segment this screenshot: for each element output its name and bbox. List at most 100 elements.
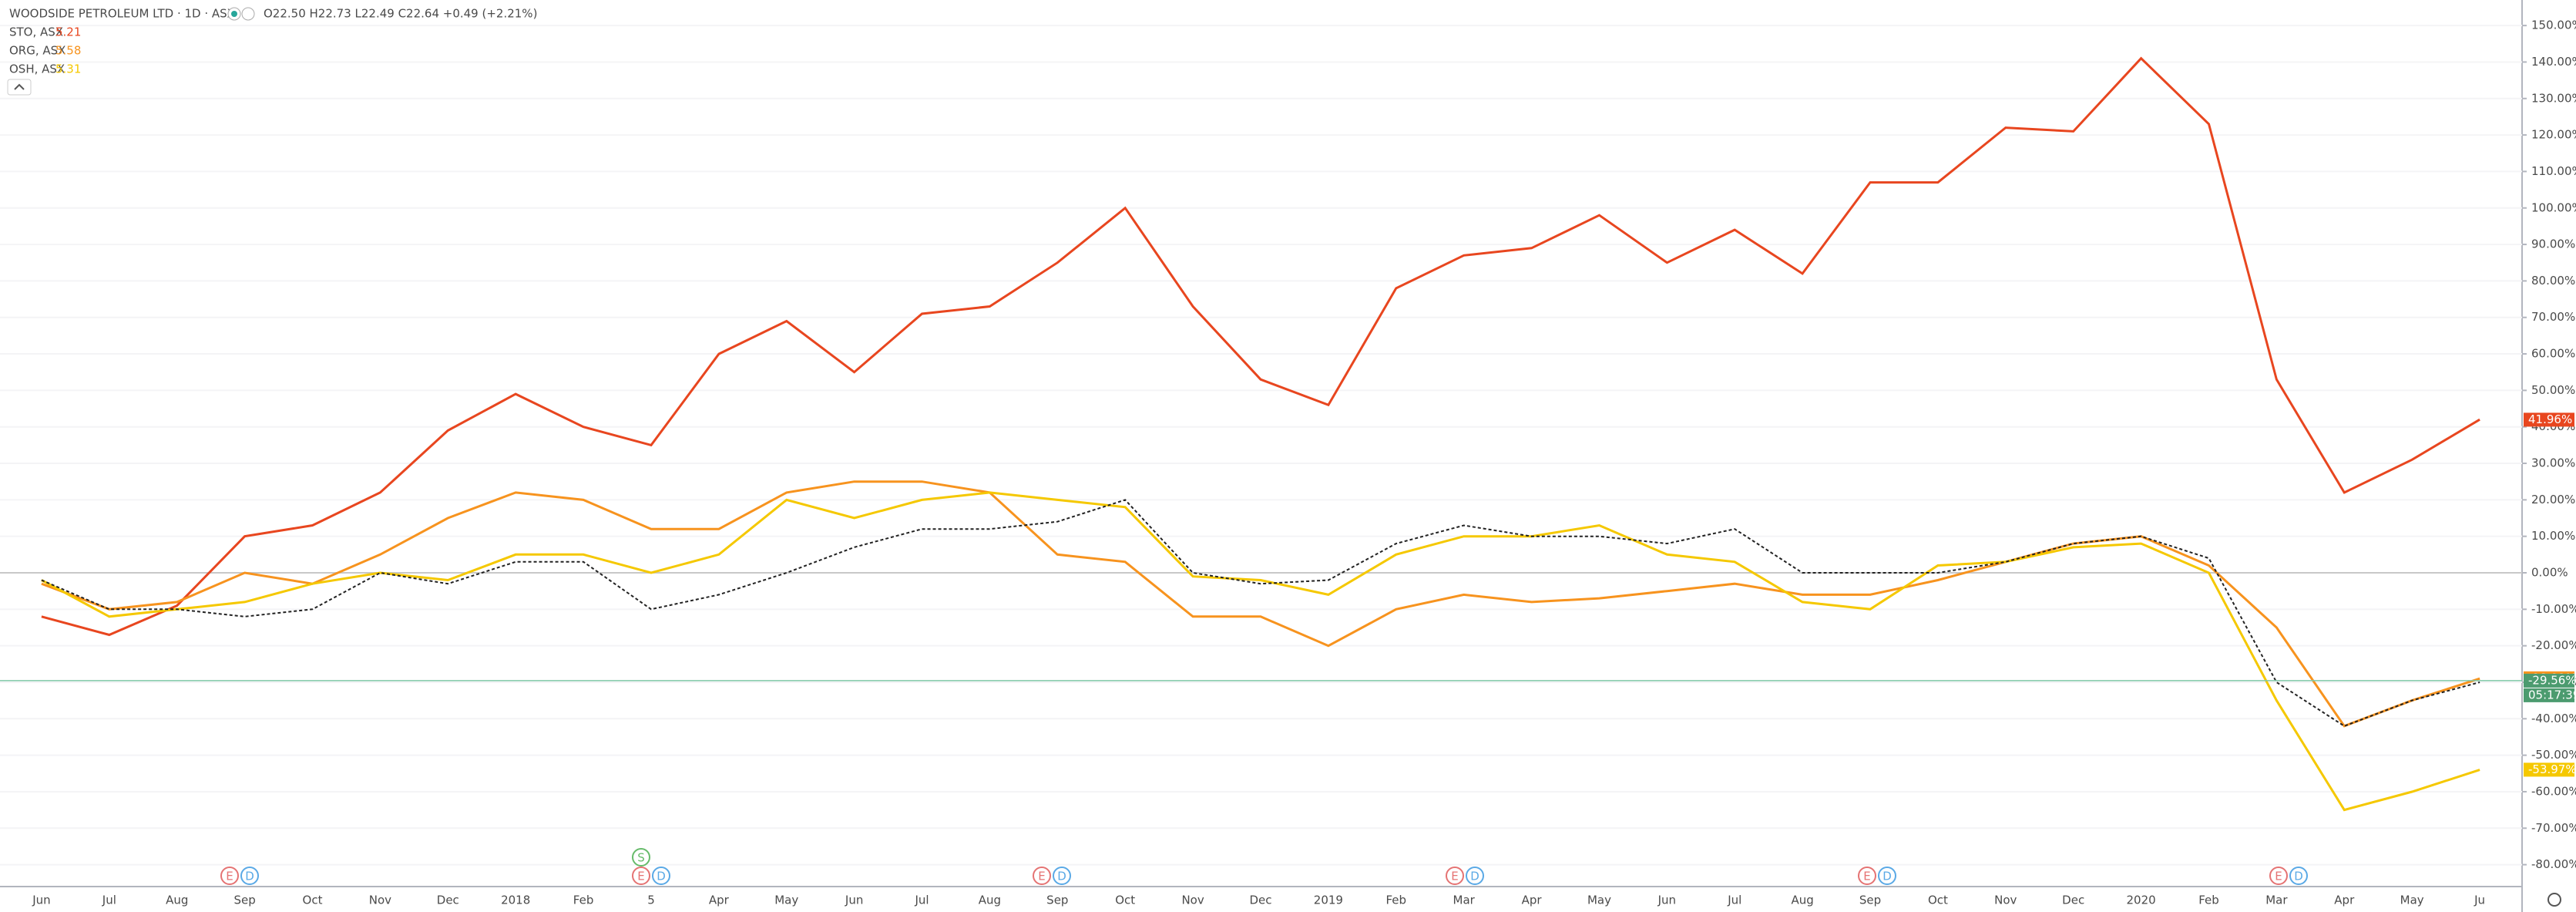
x-tick-label: Jun: [32, 893, 50, 907]
x-tick-label: Aug: [166, 893, 188, 907]
y-tick-label: 80.00%: [2531, 274, 2575, 288]
x-tick-label: Dec: [437, 893, 459, 907]
y-tick-label: 120.00%: [2531, 128, 2576, 142]
x-tick-label: Jul: [914, 893, 929, 907]
y-tick-label: 140.00%: [2531, 55, 2576, 69]
event-label: E: [2275, 870, 2282, 883]
x-tick-label: Aug: [1791, 893, 1813, 907]
legend-value: 5.31: [55, 62, 81, 76]
event-marker: [2269, 867, 2288, 885]
chart-title: WOODSIDE PETROLEUM LTD · 1D · ASX: [9, 7, 235, 21]
x-tick-label: Sep: [233, 893, 255, 907]
y-tick-label: 150.00%: [2531, 19, 2576, 32]
event-marker: [240, 867, 259, 885]
x-tick-label: Oct: [1928, 893, 1948, 907]
x-tick-label: Nov: [1994, 893, 2017, 907]
x-tick-label: Nov: [1181, 893, 1204, 907]
legend-value: 5.21: [55, 25, 81, 39]
event-marker: [632, 867, 650, 885]
x-tick-label: May: [1587, 893, 1611, 907]
y-tick-label: -60.00%: [2531, 784, 2576, 798]
legend-name: OSH, ASX: [9, 62, 65, 76]
price-label-bg: [2524, 673, 2574, 688]
x-tick-label: Feb: [2198, 893, 2219, 907]
series-line: [41, 499, 2480, 727]
y-tick-label: 110.00%: [2531, 164, 2576, 178]
y-tick-label: -80.00%: [2531, 857, 2576, 871]
y-tick-label: 70.00%: [2531, 310, 2575, 324]
price-label-bg: [2524, 762, 2574, 777]
price-label: 41.96%: [2528, 412, 2572, 426]
price-label-bg: [2524, 412, 2574, 427]
x-tick-label: Mar: [1453, 893, 1476, 907]
event-marker: [1446, 867, 1464, 885]
event-label: E: [226, 870, 233, 883]
x-tick-label: Oct: [1115, 893, 1135, 907]
x-tick-label: Oct: [303, 893, 323, 907]
x-tick-label: Jul: [1727, 893, 1741, 907]
series-line: [41, 491, 2480, 812]
y-tick-label: 90.00%: [2531, 237, 2575, 251]
x-tick-label: 2018: [501, 893, 530, 907]
y-tick-label: -40.00%: [2531, 712, 2576, 725]
countdown: 05:17:39: [2528, 688, 2576, 702]
y-tick-label: 30.00%: [2531, 456, 2575, 470]
x-tick-label: Apr: [709, 893, 730, 907]
x-tick-label: Jun: [845, 893, 863, 907]
event-marker: [1858, 867, 1876, 885]
event-label: D: [1882, 870, 1892, 883]
x-tick-label: Aug: [979, 893, 1001, 907]
countdown-bg: [2524, 688, 2574, 702]
status-dot: [231, 11, 237, 17]
event-label: D: [1057, 870, 1066, 883]
event-marker: [220, 867, 239, 885]
x-tick-label: Ju: [2474, 893, 2485, 907]
x-tick-label: Apr: [1522, 893, 1543, 907]
x-tick-label: Dec: [2062, 893, 2084, 907]
x-tick-label: May: [774, 893, 798, 907]
settings-icon[interactable]: [2547, 893, 2561, 907]
delay-icon: [241, 7, 255, 21]
y-tick-label: -20.00%: [2531, 638, 2576, 652]
y-tick-label: 130.00%: [2531, 91, 2576, 105]
x-tick-label: Jul: [102, 893, 116, 907]
x-tick-label: 2019: [1314, 893, 1343, 907]
event-marker: [2289, 867, 2308, 885]
event-marker: [1053, 867, 1071, 885]
y-tick-label: 10.00%: [2531, 529, 2575, 543]
y-tick-label: 60.00%: [2531, 347, 2575, 361]
legend-value: 5.58: [55, 44, 81, 58]
y-tick-label: -10.00%: [2531, 602, 2576, 616]
event-label: D: [1470, 870, 1479, 883]
x-tick-label: Apr: [2334, 893, 2355, 907]
x-tick-label: May: [2400, 893, 2424, 907]
price-label: -29.56%: [2528, 673, 2576, 687]
event-marker: [652, 867, 670, 885]
ohlc: O22.50 H22.73 L22.49 C22.64 +0.49 (+2.21…: [264, 7, 537, 21]
legend-name: STO, ASX: [9, 25, 63, 39]
series-line: [41, 480, 2480, 728]
y-tick-label: -70.00%: [2531, 821, 2576, 835]
x-tick-label: Nov: [369, 893, 391, 907]
event-label: E: [637, 870, 644, 883]
collapse-button[interactable]: [7, 79, 32, 96]
x-tick-label: Jun: [1657, 893, 1676, 907]
y-tick-label: 0.00%: [2531, 566, 2568, 580]
y-tick-label: -50.00%: [2531, 748, 2576, 762]
legend-name: ORG, ASX: [9, 44, 65, 58]
event-marker: [1878, 867, 1896, 885]
y-tick-label: 100.00%: [2531, 200, 2576, 214]
y-tick-label: 50.00%: [2531, 383, 2575, 397]
event-label: E: [1038, 870, 1045, 883]
x-tick-label: Dec: [1249, 893, 1271, 907]
event-label: D: [2294, 870, 2303, 883]
event-label: E: [1863, 870, 1870, 883]
event-marker: [1033, 867, 1051, 885]
price-label: -53.97%: [2528, 762, 2576, 776]
x-tick-label: 5: [647, 893, 655, 907]
y-tick-label: 20.00%: [2531, 493, 2575, 506]
event-label: S: [637, 851, 645, 865]
